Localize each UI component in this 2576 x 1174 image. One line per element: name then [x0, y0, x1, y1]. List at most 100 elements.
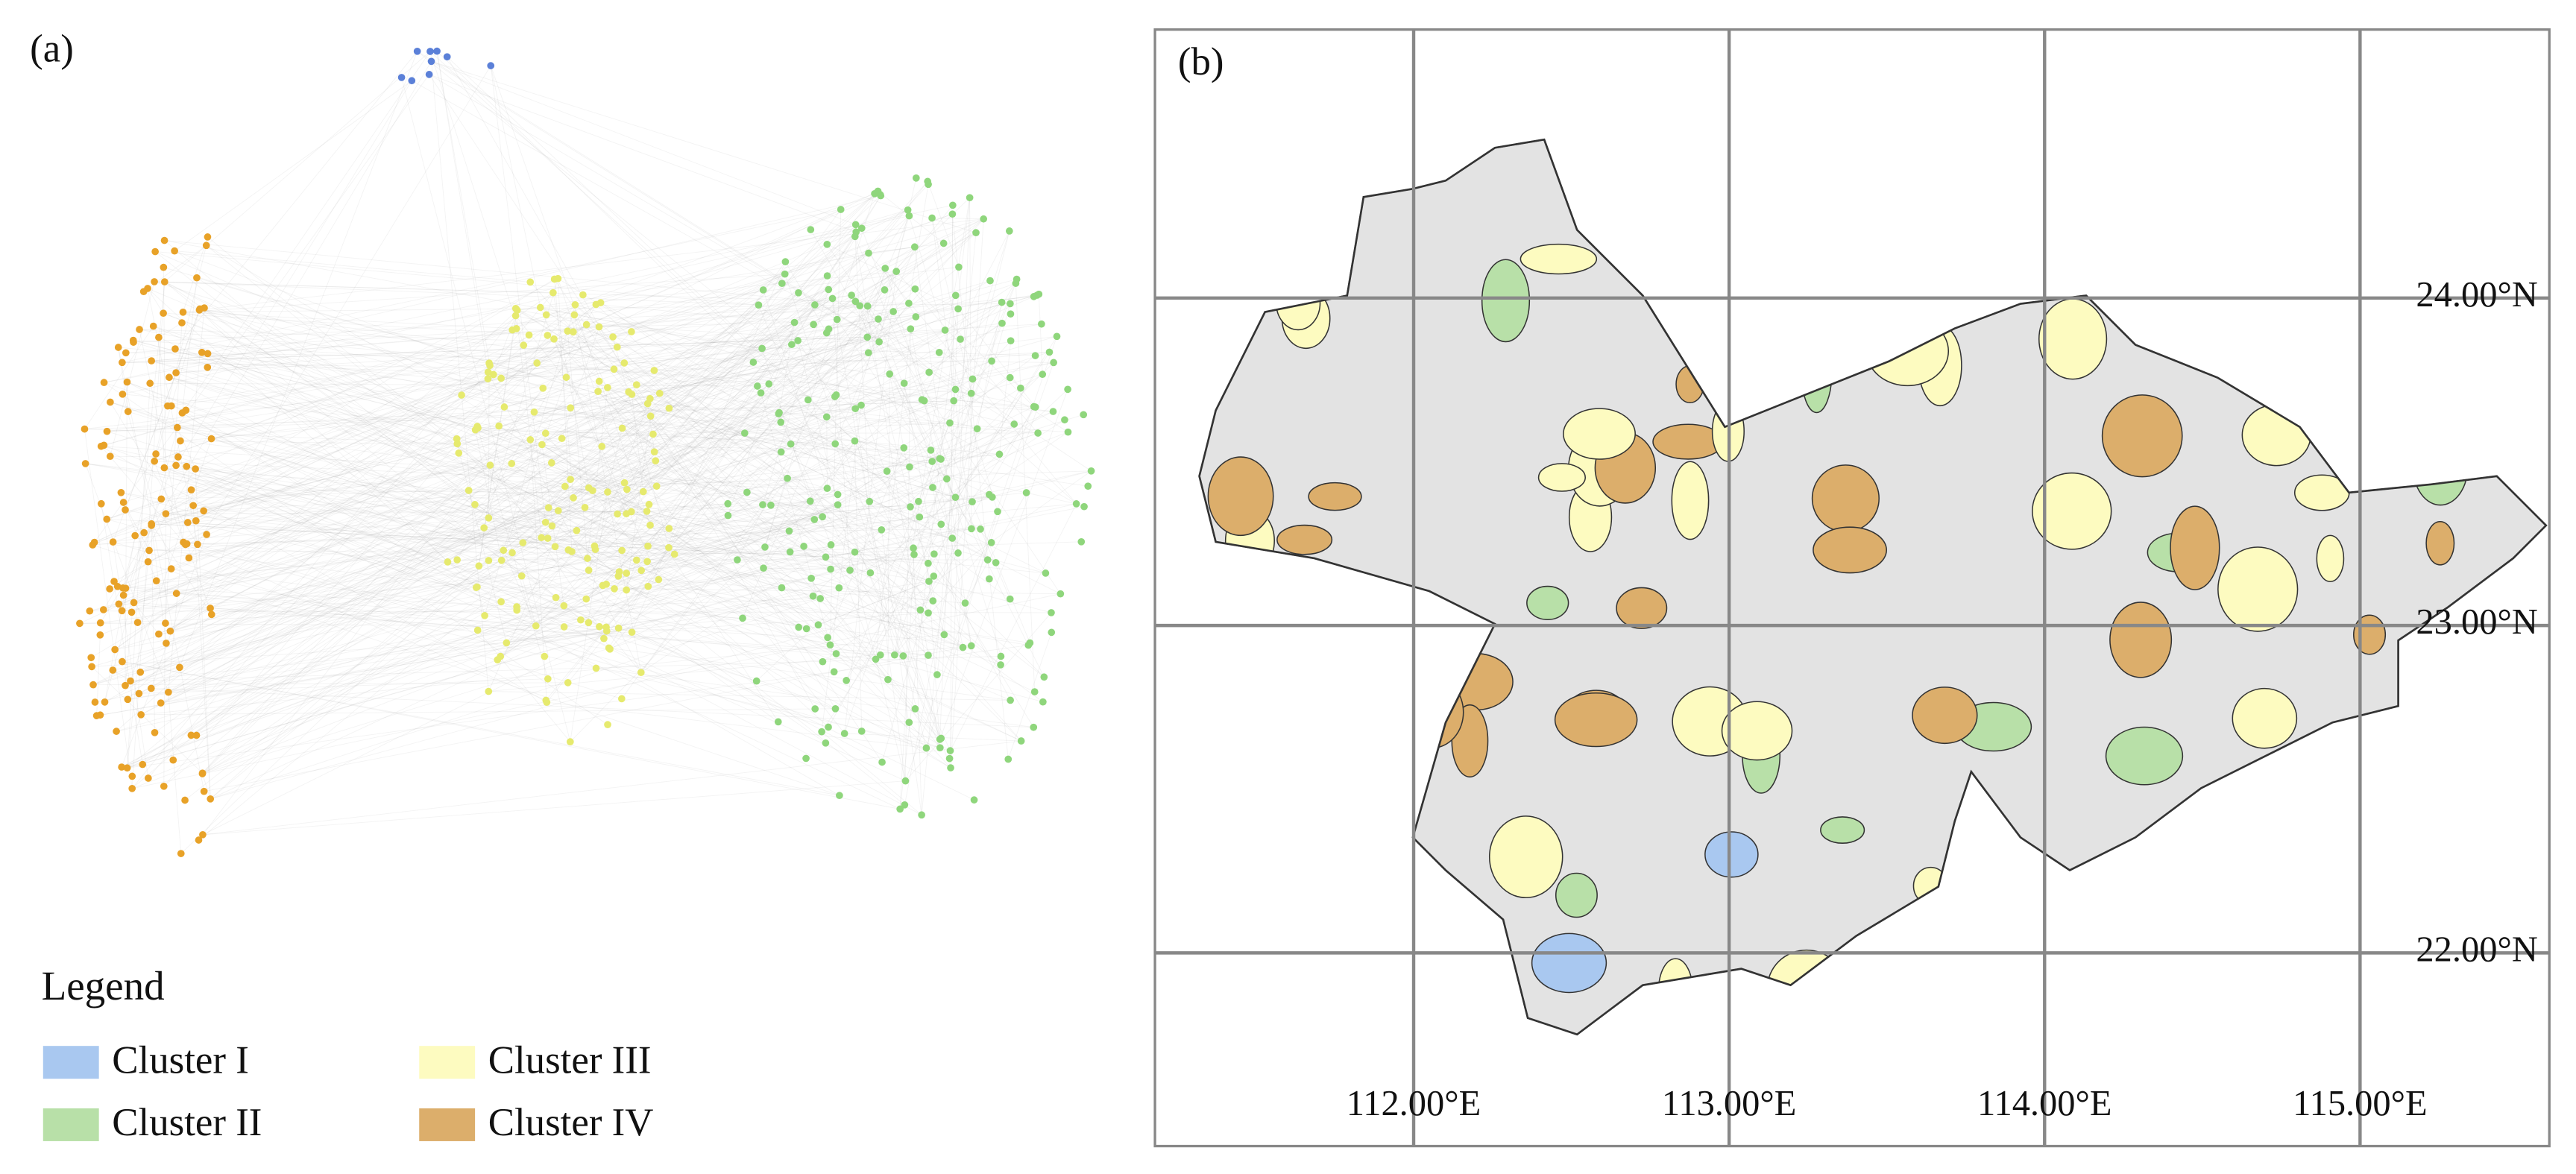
edge: [122, 542, 992, 611]
edge: [835, 443, 942, 460]
node: [179, 308, 187, 316]
node: [585, 567, 593, 574]
node: [761, 543, 769, 551]
edge: [156, 492, 1027, 581]
node: [207, 610, 215, 619]
node: [194, 540, 201, 549]
node: [916, 606, 925, 614]
edge: [131, 282, 166, 789]
node: [620, 359, 629, 367]
node: [827, 565, 834, 573]
node: [166, 627, 174, 635]
node: [900, 379, 908, 388]
node: [119, 499, 127, 506]
edge: [133, 340, 479, 429]
edge: [617, 451, 655, 514]
edge: [189, 326, 599, 558]
edge: [95, 506, 1085, 703]
node: [152, 577, 160, 585]
edge: [154, 251, 930, 582]
edge: [931, 218, 972, 529]
node: [169, 756, 177, 764]
edge: [130, 656, 1001, 681]
edge: [104, 427, 178, 702]
node: [625, 388, 633, 396]
edge: [101, 446, 547, 703]
node: [822, 553, 830, 561]
node: [856, 302, 864, 310]
node: [822, 329, 831, 337]
edge: [618, 392, 761, 628]
node: [802, 625, 810, 633]
node: [178, 319, 186, 326]
edge: [199, 309, 1077, 505]
edge: [787, 478, 1045, 678]
edge: [548, 304, 759, 508]
edge: [827, 231, 857, 277]
edge: [133, 340, 971, 394]
edge: [861, 228, 885, 291]
edge: [476, 253, 869, 587]
edge: [845, 336, 1057, 681]
edge: [640, 441, 855, 571]
node: [936, 744, 944, 752]
edge: [94, 74, 429, 543]
node: [904, 206, 912, 214]
node: [1006, 595, 1014, 603]
node: [826, 641, 834, 649]
node: [119, 591, 127, 599]
node: [765, 380, 773, 388]
node: [487, 62, 495, 69]
node: [148, 357, 156, 364]
node: [538, 534, 546, 542]
edge: [999, 341, 1012, 455]
district: [1537, 463, 1586, 492]
node: [907, 503, 914, 511]
edge: [202, 411, 1054, 836]
edge: [153, 326, 476, 431]
node: [185, 554, 193, 562]
edge: [547, 335, 929, 656]
network-graph: [76, 47, 1095, 857]
edge: [597, 274, 785, 392]
edge: [760, 392, 989, 495]
node: [484, 375, 492, 383]
node: [970, 796, 978, 804]
node: [144, 558, 152, 566]
node: [823, 485, 831, 492]
edge: [899, 198, 971, 810]
edge: [118, 347, 544, 389]
node: [178, 409, 186, 417]
edge: [497, 571, 620, 660]
node: [538, 441, 546, 449]
edge: [200, 309, 761, 394]
node: [532, 622, 540, 630]
node: [495, 422, 503, 430]
edge: [640, 478, 788, 673]
edge: [101, 227, 862, 447]
node: [97, 499, 105, 508]
edge: [177, 427, 196, 470]
edge: [632, 324, 1042, 395]
edge: [89, 610, 1051, 613]
node: [739, 614, 746, 622]
edge: [950, 218, 984, 769]
edge: [148, 504, 838, 779]
node: [905, 719, 913, 727]
edge: [113, 374, 494, 582]
node: [508, 459, 516, 467]
edge: [626, 416, 652, 590]
edge: [530, 422, 950, 441]
edge: [116, 628, 619, 732]
edge: [202, 554, 915, 774]
edge: [133, 340, 1046, 574]
edge: [85, 463, 670, 529]
edge: [854, 215, 910, 409]
edge: [197, 530, 577, 545]
node: [831, 440, 840, 448]
edge: [784, 274, 942, 739]
node: [549, 288, 557, 297]
legend-swatch: [42, 1046, 99, 1079]
node: [966, 194, 974, 202]
edge: [521, 575, 537, 626]
